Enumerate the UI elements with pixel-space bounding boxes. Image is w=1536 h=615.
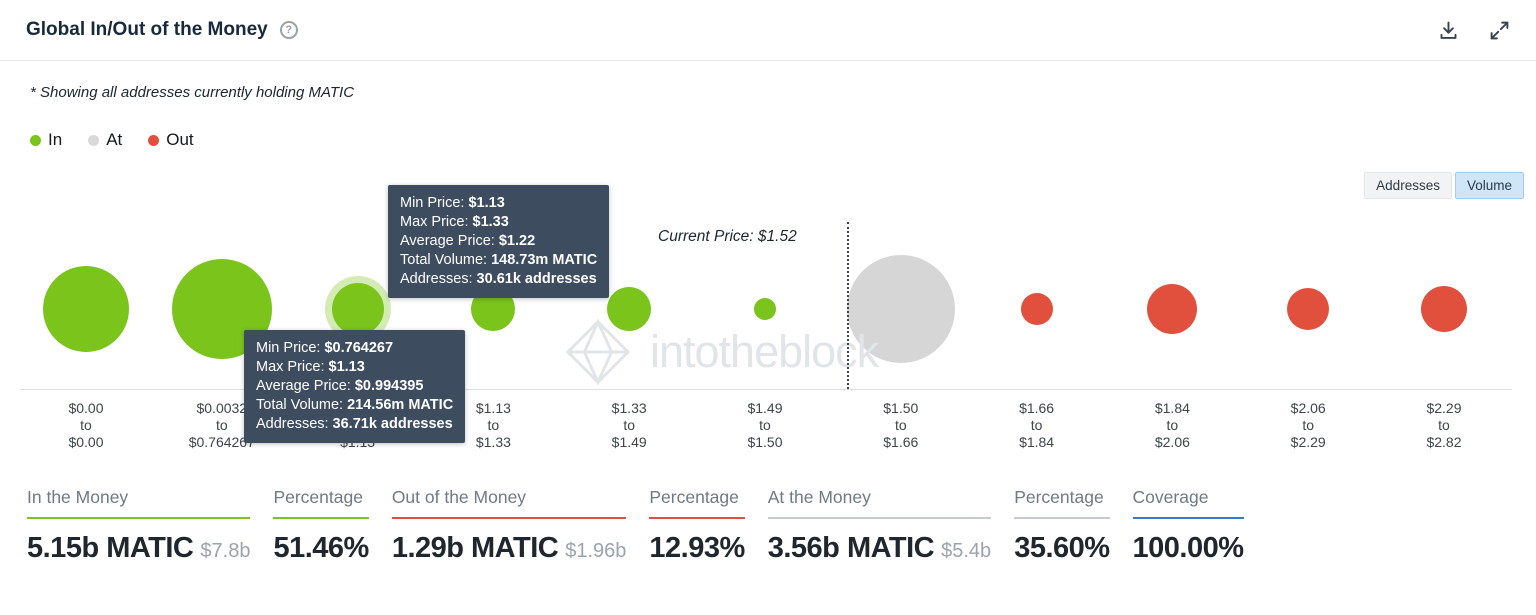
legend-item-at[interactable]: At (88, 130, 122, 150)
stat-value: 35.60% (1014, 532, 1110, 564)
stat-value: 12.93% (649, 532, 745, 564)
view-toggle: Addresses Volume (1364, 172, 1524, 199)
subtitle-note: * Showing all addresses currently holdin… (30, 84, 355, 101)
legend-label-at: At (106, 130, 123, 149)
legend-label-in: In (48, 130, 63, 149)
stat-in-the-money: In the Money 5.15b MATIC $7.8b (27, 487, 251, 565)
x-axis-label-5: $1.49 to $1.50 (747, 400, 783, 450)
legend-item-in[interactable]: In (30, 130, 62, 150)
widget-header: Global In/Out of the Money ? (0, 0, 1536, 61)
stats-summary: In the Money 5.15b MATIC $7.8b Percentage… (27, 487, 1244, 565)
stat-header: Coverage (1132, 487, 1244, 519)
tooltip-row: Max Price: $1.13 (256, 359, 365, 375)
current-price-line (847, 222, 849, 389)
stat-header: Percentage (273, 487, 369, 519)
expand-button[interactable] (1489, 20, 1510, 41)
x-axis-line (20, 389, 1512, 390)
header-actions (1438, 20, 1510, 41)
tooltip-row: Min Price: $1.13 (400, 195, 505, 211)
stat-secondary-value: $7.8b (200, 540, 251, 562)
stat-header: Out of the Money (391, 487, 627, 519)
x-axis-label-7: $1.66 to $1.84 (1019, 400, 1055, 450)
current-price-label: Current Price: $1.52 (658, 228, 797, 245)
stat-value: 100.00% (1132, 532, 1245, 564)
x-axis-label-8: $1.84 to $2.06 (1154, 400, 1190, 450)
legend-item-out[interactable]: Out (148, 130, 194, 150)
bubble-out-8[interactable] (1147, 284, 1198, 334)
bubble-out-10[interactable] (1421, 286, 1467, 332)
stat-secondary-value: $1.96b (565, 540, 627, 562)
legend-dot-in-icon (30, 134, 41, 146)
stat-header: In the Money (27, 487, 251, 519)
help-icon[interactable]: ? (279, 21, 298, 39)
chart-legend: In At Out (30, 130, 194, 150)
tooltip-row: Min Price: $0.764267 (256, 340, 394, 356)
stat-at-percentage: Percentage 35.60% (1014, 487, 1110, 565)
tooltip-row: Max Price: $1.33 (400, 214, 509, 230)
stat-value: 51.46% (273, 532, 369, 564)
x-axis-label-1: $0.0032 to $0.764267 (188, 400, 255, 450)
x-axis-label-4: $1.33 to $1.49 (611, 400, 647, 450)
stat-secondary-value: $5.4b (941, 540, 992, 562)
download-icon (1440, 21, 1457, 39)
toggle-addresses-button[interactable]: Addresses (1364, 172, 1452, 199)
tooltip-row: Addresses: 36.71k addresses (256, 416, 453, 432)
page-title: Global In/Out of the Money (26, 19, 268, 40)
expand-icon (1490, 21, 1509, 39)
legend-dot-at-icon (88, 134, 100, 146)
stat-coverage: Coverage 100.00% (1132, 487, 1245, 565)
stat-value: 5.15b MATIC (27, 532, 194, 564)
stat-value: 1.29b MATIC (391, 532, 559, 564)
bubble-at-6[interactable] (846, 255, 955, 363)
tooltip-row: Addresses: 30.61k addresses (400, 271, 597, 287)
stat-out-percentage: Percentage 12.93% (649, 487, 745, 565)
stat-header: Percentage (1014, 487, 1110, 519)
bubble-in-0[interactable] (43, 266, 129, 352)
tooltip-row: Total Volume: 214.56m MATIC (256, 397, 454, 413)
bubble-in-4[interactable] (607, 287, 652, 331)
stat-in-percentage: Percentage 51.46% (273, 487, 369, 565)
download-button[interactable] (1438, 20, 1459, 41)
stat-header: Percentage (649, 487, 745, 519)
bubble-in-2[interactable] (331, 283, 384, 335)
tooltip-row: Total Volume: 148.73m MATIC (400, 252, 598, 268)
tooltip-row: Average Price: $0.994395 (256, 378, 424, 394)
tooltip-row: Average Price: $1.22 (400, 233, 536, 249)
x-axis-label-6: $1.50 to $1.66 (883, 400, 919, 450)
tooltip-bucket-076-113: Min Price: $0.764267 Max Price: $1.13 Aver… (244, 330, 466, 443)
legend-label-out: Out (166, 130, 194, 149)
toggle-volume-button[interactable]: Volume (1454, 172, 1524, 199)
stat-out-of-the-money: Out of the Money 1.29b MATIC $1.96b (391, 487, 627, 565)
bubble-in-5[interactable] (754, 298, 776, 320)
stat-value: 3.56b MATIC (767, 532, 935, 564)
x-axis-label-9: $2.06 to $2.29 (1290, 400, 1326, 450)
stat-header: At the Money (767, 487, 992, 519)
x-axis-label-3: $1.13 to $1.33 (475, 400, 511, 450)
stat-at-the-money: At the Money 3.56b MATIC $5.4b (767, 487, 992, 565)
bubble-out-7[interactable] (1020, 293, 1053, 325)
x-axis-label-10: $2.29 to $2.82 (1426, 400, 1462, 450)
tooltip-bucket-113-133: Min Price: $1.13 Max Price: $1.33 Average … (388, 185, 610, 298)
legend-dot-out-icon (148, 134, 160, 146)
bubble-out-9[interactable] (1287, 288, 1330, 330)
x-axis-label-0: $0.00 to $0.00 (68, 400, 104, 450)
